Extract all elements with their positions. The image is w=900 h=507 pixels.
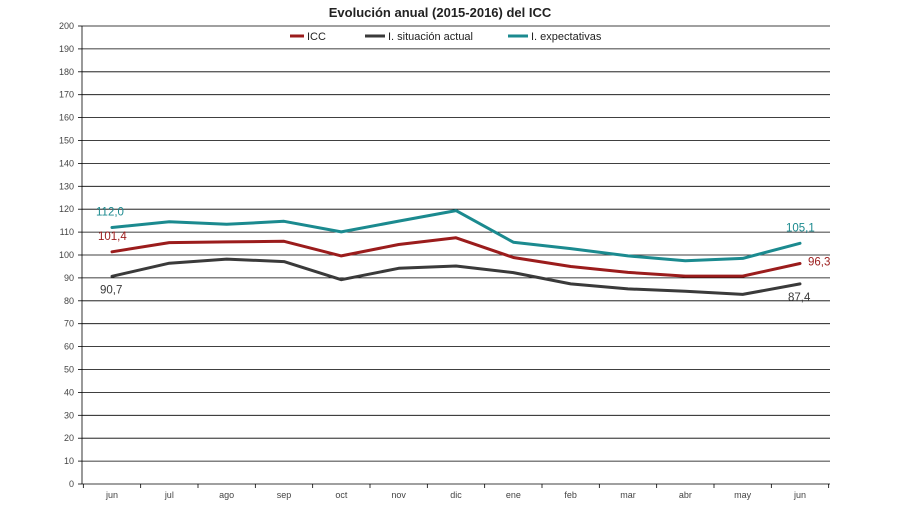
y-tick-label: 30 xyxy=(64,410,74,420)
y-tick-label: 180 xyxy=(59,67,74,77)
legend-label: ICC xyxy=(307,31,326,43)
x-tick-label: oct xyxy=(335,490,348,500)
y-tick-label: 50 xyxy=(64,365,74,375)
series-lines xyxy=(110,209,802,296)
legend-label: I. situación actual xyxy=(388,31,473,43)
y-tick-label: 10 xyxy=(64,456,74,466)
y-tick-label: 100 xyxy=(59,250,74,260)
x-tick-label: nov xyxy=(391,490,406,500)
series-line-icc xyxy=(110,236,802,278)
data-label: 96,3 xyxy=(808,256,830,268)
y-tick-label: 150 xyxy=(59,136,74,146)
y-tick-label: 40 xyxy=(64,387,74,397)
data-label: 112,0 xyxy=(96,207,124,219)
data-label: 90,7 xyxy=(100,284,122,296)
y-tick-label: 190 xyxy=(59,44,74,54)
x-tick-label: ene xyxy=(506,490,521,500)
y-tick-label: 120 xyxy=(59,204,74,214)
data-label: 87,4 xyxy=(788,292,811,304)
x-tick-label: feb xyxy=(564,490,577,500)
y-tick-label: 60 xyxy=(64,342,74,352)
x-tick-label: may xyxy=(734,490,752,500)
x-tick-label: sep xyxy=(277,490,292,500)
x-tick-label: jun xyxy=(105,490,118,500)
y-tick-label: 200 xyxy=(59,21,74,31)
x-tick-label: jul xyxy=(164,490,174,500)
x-tick-label: dic xyxy=(450,490,462,500)
x-tick-label: ago xyxy=(219,490,234,500)
y-tick-label: 90 xyxy=(64,273,74,283)
data-labels: 101,4 96,3 90,7 87,4 112,0 105,1 xyxy=(96,207,830,304)
y-tick-label: 0 xyxy=(69,479,74,489)
series-line-i-expectativas xyxy=(110,209,802,263)
data-label: 101,4 xyxy=(98,231,127,243)
y-tick-label: 70 xyxy=(64,319,74,329)
y-axis: 0 10 20 30 40 50 60 70 80 90 100 110 120 130 140 150 160… xyxy=(59,21,83,489)
legend: ICC I. situación actual I. expectativas xyxy=(290,31,602,43)
x-axis: jun jul ago sep oct nov dic ene feb mar abr may jun xyxy=(82,484,830,500)
chart-title: Evolución anual (2015-2016) del ICC xyxy=(329,5,552,20)
x-tick-label: mar xyxy=(620,490,636,500)
y-tick-label: 80 xyxy=(64,296,74,306)
y-tick-label: 140 xyxy=(59,158,74,168)
y-tick-label: 20 xyxy=(64,433,74,443)
y-tick-label: 160 xyxy=(59,113,74,123)
x-tick-label: jun xyxy=(793,490,806,500)
y-tick-label: 130 xyxy=(59,181,74,191)
data-label: 105,1 xyxy=(786,222,815,234)
gridlines xyxy=(82,25,830,485)
series-line-i-situaci-n-actual xyxy=(110,257,802,296)
y-tick-label: 170 xyxy=(59,90,74,100)
x-tick-label: abr xyxy=(679,490,692,500)
legend-label: I. expectativas xyxy=(531,31,602,43)
y-tick-label: 110 xyxy=(60,227,74,237)
